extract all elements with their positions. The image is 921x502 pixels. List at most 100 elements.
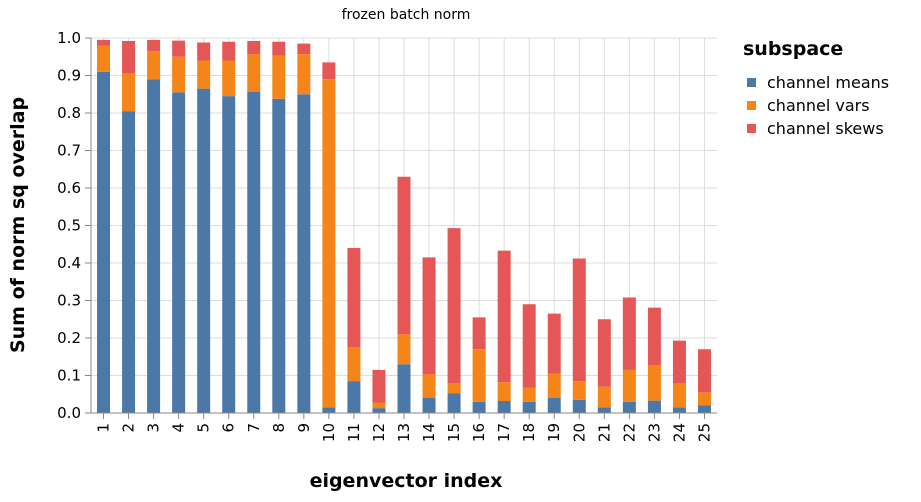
bar-channel-skews — [647, 307, 661, 365]
bar-channel-skews — [572, 258, 586, 382]
bar-channel-skews — [422, 257, 436, 375]
x-tick-label: 22 — [620, 423, 638, 442]
bar-channel-means — [147, 79, 161, 413]
y-tick-label: 0.4 — [57, 254, 81, 272]
bar-channel-skews — [97, 39, 111, 46]
x-tick-label: 9 — [295, 423, 313, 433]
bar-channel-skews — [522, 304, 536, 388]
bar-channel-vars — [297, 54, 311, 95]
bar-channel-skews — [372, 369, 386, 403]
bar-channel-means — [472, 401, 486, 413]
legend: subspace channel means channel vars channe… — [743, 38, 889, 138]
x-tick-label: 5 — [195, 423, 213, 433]
bar-channel-skews — [497, 250, 511, 383]
bar-channel-means — [372, 408, 386, 413]
x-tick-label: 20 — [570, 423, 588, 442]
bar-channel-means — [672, 407, 686, 413]
x-tick-label: 2 — [120, 423, 138, 433]
bar-channel-skews — [397, 176, 411, 335]
axes: 0.00.10.20.30.40.50.60.70.80.91.01 2 3 4 5 6 7… — [57, 29, 717, 442]
bar-channel-skews — [172, 40, 186, 57]
legend-title: subspace — [743, 38, 843, 60]
x-tick-label: 8 — [270, 423, 288, 433]
x-tick-label: 6 — [220, 423, 238, 433]
bar-channel-means — [197, 88, 211, 413]
x-tick-label: 10 — [320, 423, 338, 442]
bar-channel-means — [97, 71, 111, 413]
bar-channel-means — [172, 92, 186, 413]
bar-channel-means — [572, 399, 586, 413]
bar-channel-vars — [147, 51, 161, 80]
bar-channel-skews — [672, 340, 686, 383]
x-tick-label: 23 — [645, 423, 663, 442]
bar-channel-skews — [597, 319, 611, 387]
x-axis-title: eigenvector index — [310, 470, 503, 492]
bar-channel-vars — [347, 347, 361, 382]
bar-channel-vars — [122, 73, 136, 112]
bar-channel-means — [272, 98, 286, 413]
chart-title: frozen batch norm — [342, 7, 471, 23]
bar-channel-means — [647, 400, 661, 413]
bar-channel-skews — [147, 39, 161, 52]
bar-channel-vars — [247, 54, 261, 92]
x-tick-label: 11 — [345, 423, 363, 442]
bar-channel-vars — [422, 374, 436, 398]
bar-channel-skews — [447, 228, 461, 383]
bars — [97, 39, 711, 413]
x-tick-label: 17 — [495, 423, 513, 442]
legend-swatch — [747, 101, 756, 110]
bar-channel-means — [397, 364, 411, 413]
x-tick-label: 4 — [170, 423, 188, 433]
bar-channel-vars — [472, 349, 486, 402]
x-tick-label: 12 — [370, 423, 388, 442]
x-tick-label: 25 — [695, 423, 713, 442]
bar-channel-vars — [597, 386, 611, 408]
x-tick-label: 18 — [520, 423, 538, 442]
y-tick-label: 0.8 — [57, 104, 81, 122]
bar-channel-vars — [622, 369, 636, 402]
bar-channel-skews — [697, 349, 711, 393]
bar-channel-skews — [347, 248, 361, 348]
bar-channel-vars — [522, 387, 536, 402]
y-tick-label: 0.9 — [57, 67, 81, 85]
bar-channel-means — [322, 407, 336, 413]
legend-swatch — [747, 78, 756, 87]
bar-channel-means — [697, 405, 711, 413]
bar-channel-vars — [172, 56, 186, 93]
bar-channel-vars — [272, 55, 286, 99]
bar-channel-vars — [572, 381, 586, 400]
legend-label: channel skews — [767, 119, 884, 138]
bar-channel-means — [247, 91, 261, 413]
bar-channel-means — [447, 393, 461, 413]
bar-channel-skews — [297, 43, 311, 55]
y-tick-label: 0.0 — [57, 404, 81, 422]
y-tick-label: 0.7 — [57, 142, 81, 160]
x-tick-label: 16 — [470, 423, 488, 442]
bar-channel-skews — [472, 317, 486, 350]
x-tick-label: 15 — [445, 423, 463, 442]
legend-swatch — [747, 124, 756, 133]
bar-channel-skews — [547, 313, 561, 374]
x-tick-label: 1 — [95, 423, 113, 433]
bar-channel-skews — [622, 297, 636, 370]
y-tick-label: 0.1 — [57, 367, 81, 385]
bar-channel-skews — [197, 42, 211, 61]
bar-channel-skews — [122, 41, 136, 74]
legend-label: channel means — [767, 73, 889, 92]
bar-channel-skews — [247, 41, 261, 55]
bar-channel-vars — [197, 60, 211, 89]
legend-label: channel vars — [767, 96, 870, 115]
y-tick-label: 0.2 — [57, 329, 81, 347]
y-tick-label: 0.3 — [57, 292, 81, 310]
bar-channel-skews — [272, 41, 286, 56]
bar-channel-vars — [372, 402, 386, 409]
bar-channel-vars — [397, 334, 411, 365]
x-tick-label: 13 — [395, 423, 413, 442]
bar-channel-means — [522, 401, 536, 413]
bar-channel-means — [422, 398, 436, 413]
bar-channel-means — [597, 407, 611, 413]
bar-channel-vars — [497, 382, 511, 401]
bar-channel-means — [122, 111, 136, 413]
bar-channel-vars — [547, 373, 561, 398]
